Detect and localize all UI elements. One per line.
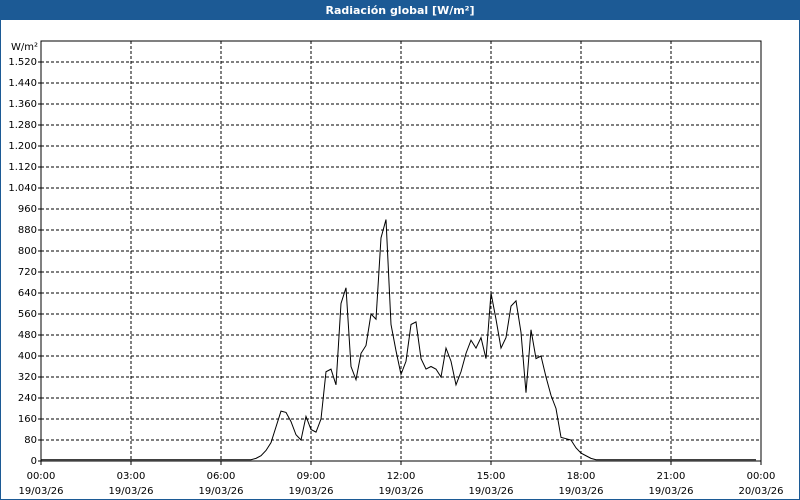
x-tick-date: 19/03/26: [469, 486, 514, 497]
x-tick-date: 19/03/26: [379, 486, 424, 497]
x-tick-label: 09:00: [297, 471, 326, 482]
y-tick-label: 880: [18, 225, 37, 236]
y-tick-label: 560: [18, 309, 37, 320]
y-tick-label: 1.440: [8, 78, 37, 89]
y-tick-label: 480: [18, 330, 37, 341]
x-tick-date: 19/03/26: [19, 486, 64, 497]
chart: W/m² 0 80 160 240 320 400 480 560 640 720 800 880 96…: [8, 40, 784, 497]
x-tick-date: 19/03/26: [109, 486, 154, 497]
y-tick-label: 640: [18, 288, 37, 299]
x-tick-label: 15:00: [477, 471, 506, 482]
y-tick-label: 160: [18, 414, 37, 425]
title-bar: Radiación global [W/m²]: [1, 1, 799, 20]
y-tick-label: 240: [18, 393, 37, 404]
y-tick-label: 960: [18, 204, 37, 215]
y-tick-label: 1.280: [8, 120, 37, 131]
y-axis-label: W/m²: [11, 42, 38, 53]
x-tick-label: 00:00: [27, 471, 56, 482]
y-tick-label: 1.040: [8, 183, 37, 194]
y-tick-label: 0: [31, 456, 37, 467]
y-tick-label: 1.120: [8, 162, 37, 173]
y-tick-label: 80: [24, 435, 37, 446]
y-tick-label: 320: [18, 372, 37, 383]
plot-frame: [40, 40, 762, 462]
x-tick-label: 03:00: [117, 471, 146, 482]
x-tick-label: 06:00: [207, 471, 236, 482]
x-tick-label: 12:00: [387, 471, 416, 482]
x-tick-date: 19/03/26: [649, 486, 694, 497]
y-tick-label: 800: [18, 246, 37, 257]
x-tick-date: 19/03/26: [289, 486, 334, 497]
x-tick-label: 00:00: [747, 471, 776, 482]
x-tick-date: 19/03/26: [559, 486, 604, 497]
x-tick-label: 21:00: [657, 471, 686, 482]
x-tick-date: 19/03/26: [199, 486, 244, 497]
y-tick-label: 1.360: [8, 99, 37, 110]
data-line: [41, 219, 756, 461]
x-tick-label: 18:00: [567, 471, 596, 482]
y-tick-label: 1.200: [8, 141, 37, 152]
x-tick-date: 20/03/26: [739, 486, 784, 497]
y-tick-label: 400: [18, 351, 37, 362]
y-tick-label: 1.520: [8, 57, 37, 68]
y-tick-label: 720: [18, 267, 37, 278]
